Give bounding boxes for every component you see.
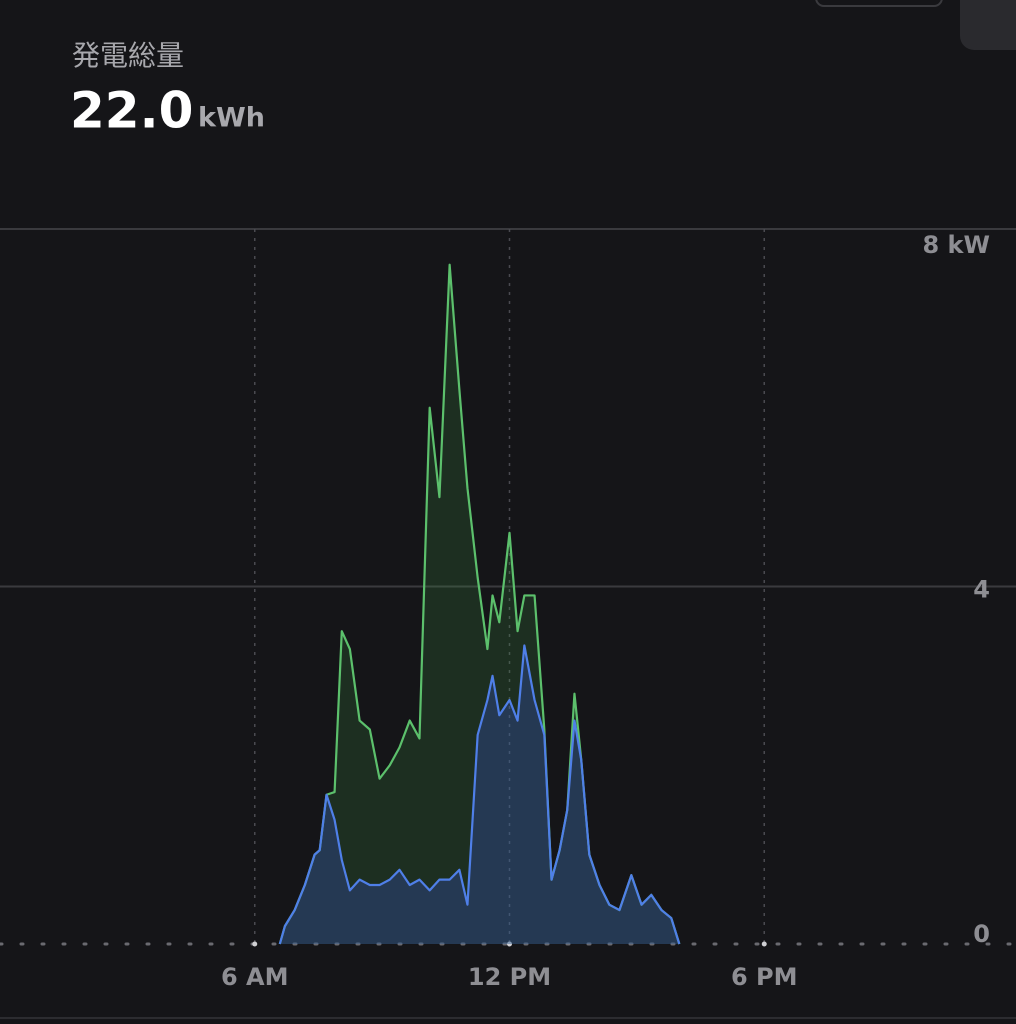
- x-tick-label: 6 PM: [731, 963, 798, 991]
- x-tick-label: 6 AM: [221, 963, 289, 991]
- series-area: [279, 264, 680, 944]
- top-button[interactable]: [815, 0, 943, 7]
- x-tick-dot: [507, 941, 512, 947]
- y-tick-label: 0: [973, 920, 990, 948]
- total-label: 発電総量: [72, 39, 184, 72]
- x-tick-dot: [761, 941, 767, 947]
- y-tick-label: 8 kW: [923, 231, 991, 259]
- side-panel: [960, 0, 1016, 50]
- series-line: [278, 644, 681, 945]
- y-tick-label: 4: [973, 576, 990, 604]
- x-tick-dot: [252, 941, 258, 947]
- series-area: [279, 645, 680, 944]
- total-unit: kWh: [198, 103, 265, 134]
- total-value: 22.0: [70, 82, 193, 140]
- x-tick-label: 12 PM: [468, 963, 551, 991]
